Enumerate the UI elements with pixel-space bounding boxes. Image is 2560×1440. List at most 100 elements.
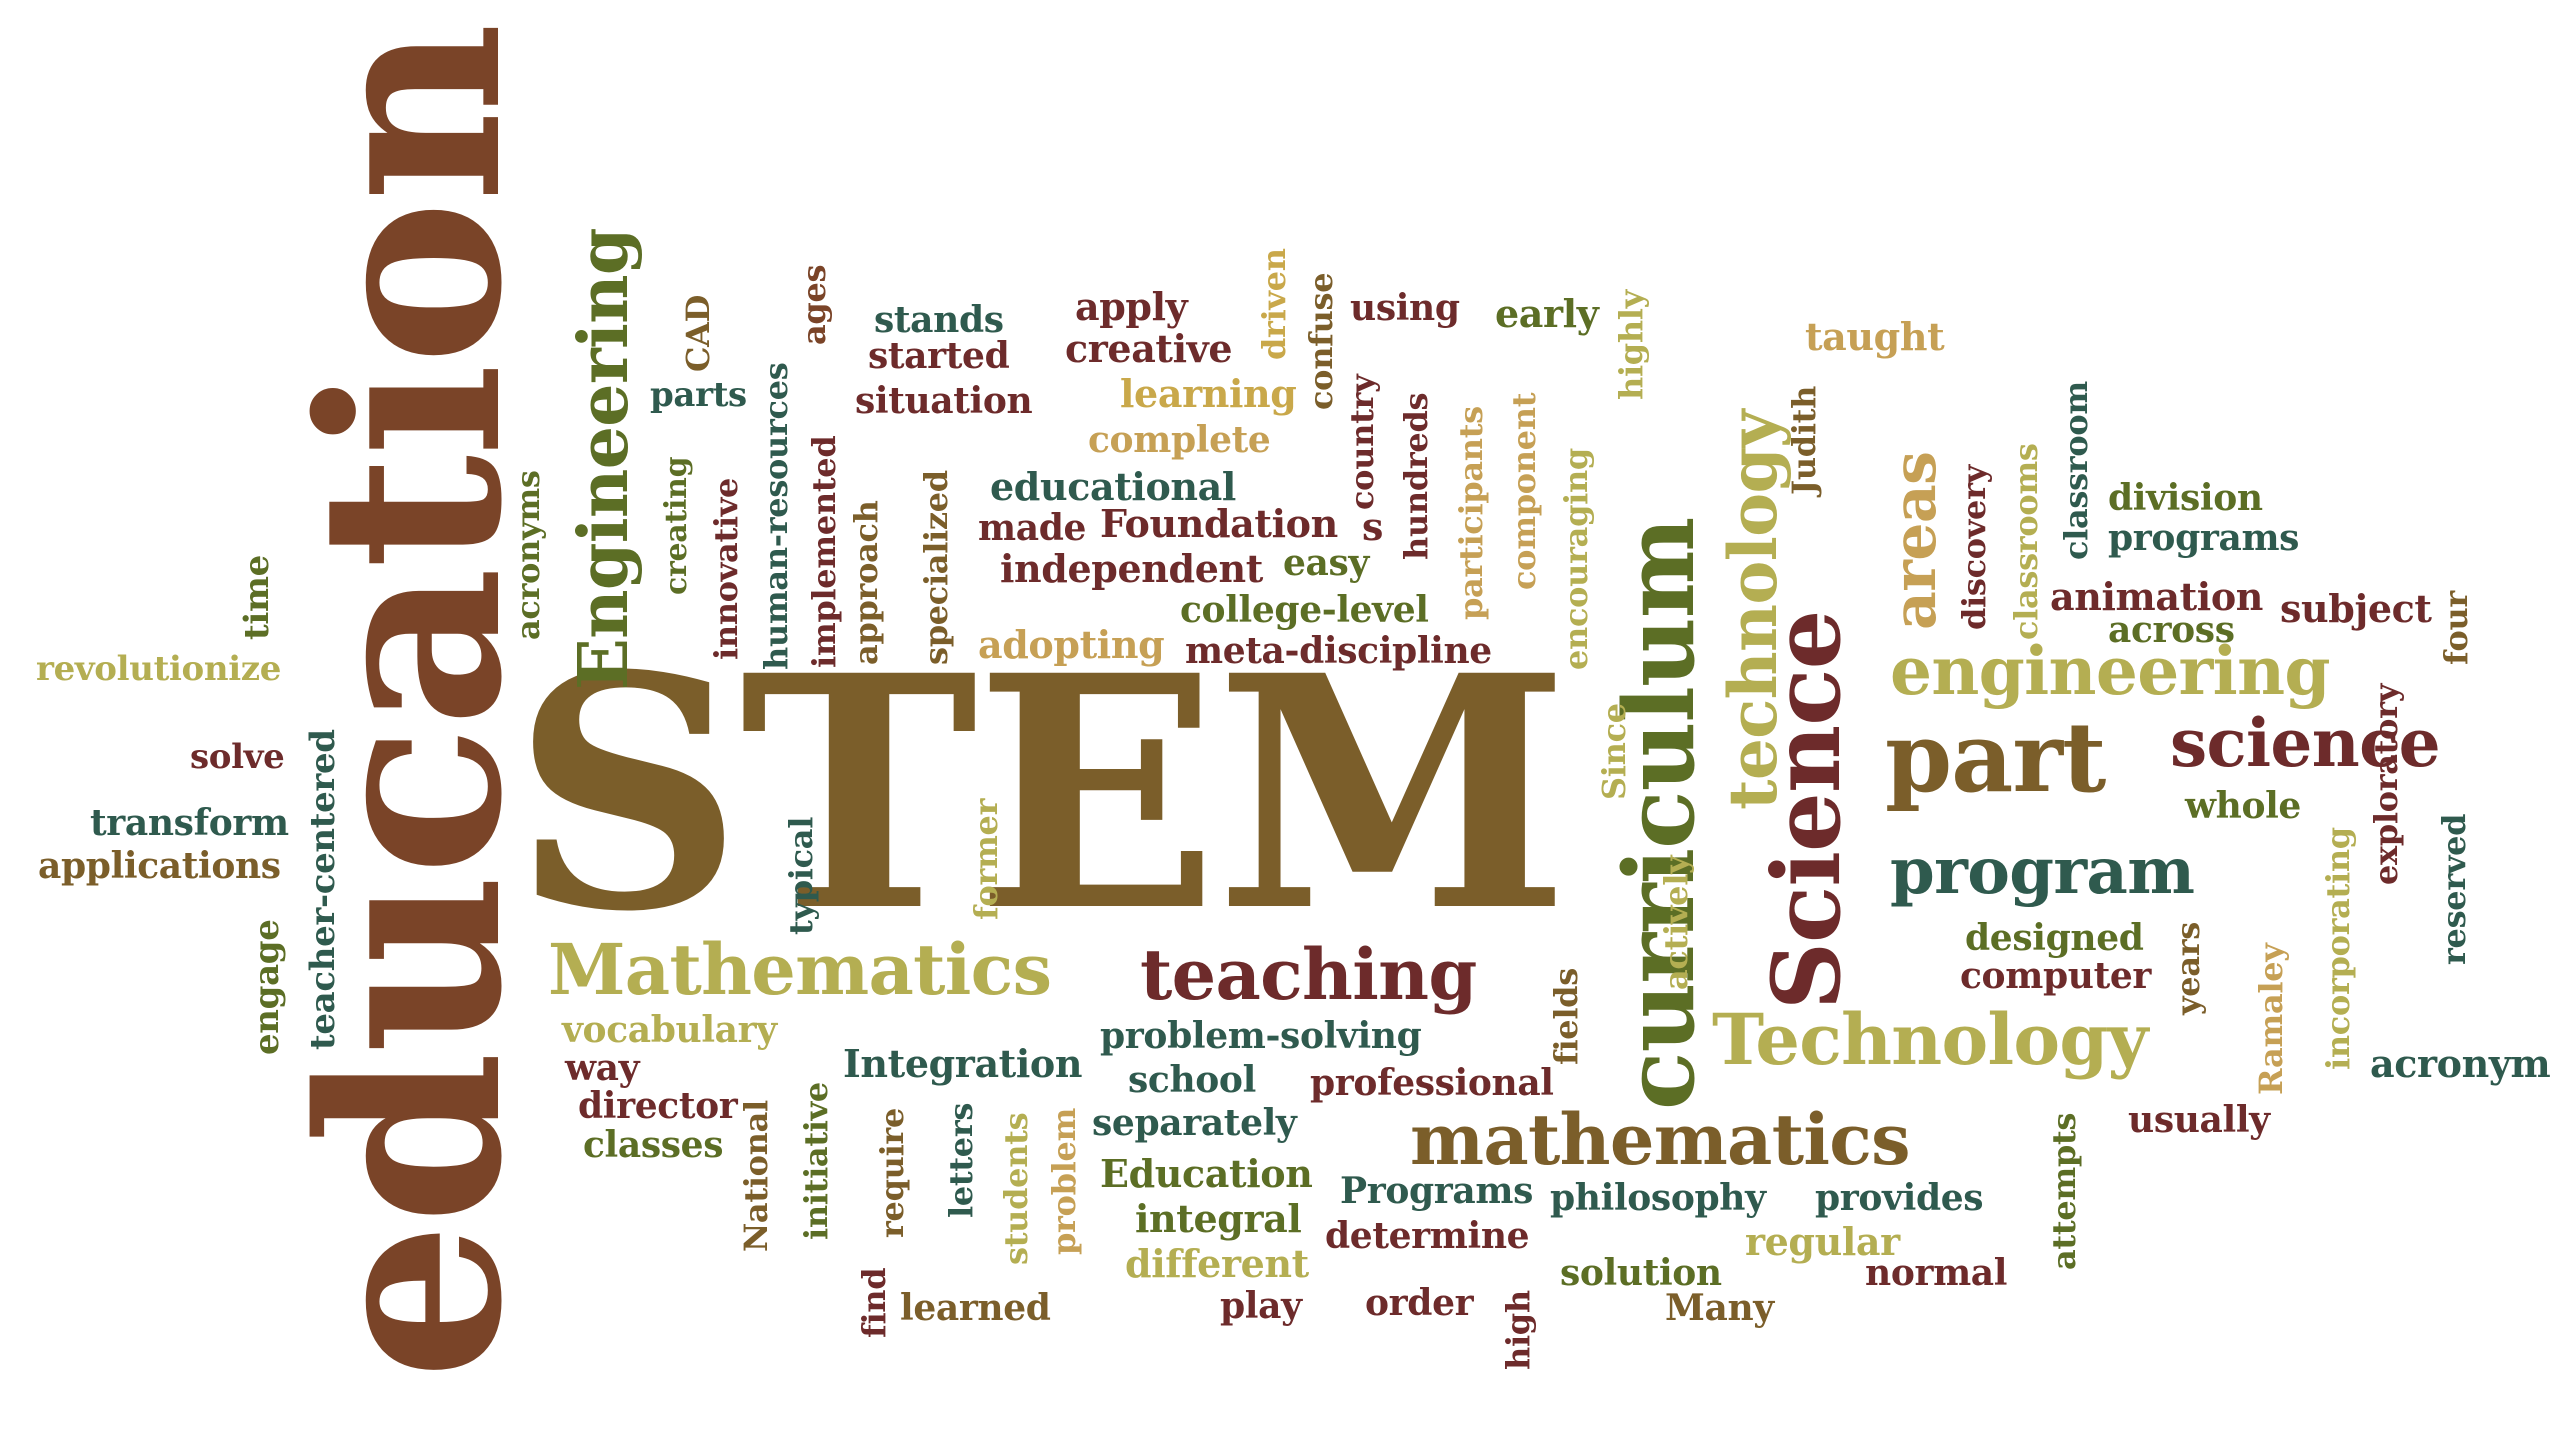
word-teaching: teaching	[1140, 933, 1477, 1016]
word-solution: solution	[1560, 1252, 1722, 1294]
word-regular: regular	[1745, 1219, 1900, 1264]
word-since: Since	[1595, 703, 1633, 800]
word-creating: creating	[659, 456, 694, 595]
word-typical: typical	[782, 816, 820, 935]
word-country: country	[1343, 374, 1381, 510]
word-usually: usually	[2128, 1099, 2270, 1141]
word-find: find	[855, 1267, 893, 1338]
word-four: four	[2437, 591, 2475, 665]
word-normal: normal	[1865, 1252, 2008, 1294]
word-former: former	[967, 798, 1005, 920]
word-determine: determine	[1325, 1215, 1530, 1257]
word-teacher-centered: teacher-centered	[303, 729, 343, 1050]
word-play: play	[1220, 1285, 1302, 1327]
word-confuse: confuse	[1302, 272, 1340, 410]
word-designed: designed	[1965, 917, 2144, 959]
word-science: science	[2170, 704, 2441, 782]
word-separately: separately	[1092, 1102, 1297, 1144]
word-transform: transform	[90, 802, 289, 844]
word-whole: whole	[2185, 785, 2301, 827]
word-way: way	[565, 1047, 640, 1089]
word-apply: apply	[1075, 284, 1188, 329]
word-areas: areas	[1880, 451, 1950, 630]
word-school: school	[1128, 1059, 1256, 1101]
word-stands: stands	[874, 299, 1004, 341]
word-philosophy: philosophy	[1550, 1177, 1766, 1219]
word-independent: independent	[1000, 546, 1263, 591]
word-college-level: college-level	[1180, 589, 1429, 631]
word-innovative: innovative	[707, 477, 745, 660]
word-curriculum: curriculum	[1603, 517, 1716, 1110]
word-complete: complete	[1088, 419, 1271, 461]
word-vocabulary: vocabulary	[562, 1009, 777, 1051]
word-reserved: reserved	[2435, 813, 2473, 965]
word-programs-cap: Programs	[1340, 1170, 1533, 1212]
word-engineering: engineering	[1890, 632, 2331, 710]
word-started: started	[868, 335, 1010, 377]
word-participants: participants	[1452, 406, 1490, 620]
word-high: high	[1499, 1290, 1537, 1370]
word-letters: letters	[942, 1102, 980, 1218]
word-acronyms: acronyms	[509, 470, 547, 640]
word-fields: fields	[1547, 968, 1585, 1065]
word-division: division	[2108, 477, 2263, 519]
word-programs: programs	[2108, 517, 2300, 559]
word-initiative: initiative	[797, 1082, 835, 1240]
word-many: Many	[1665, 1287, 1774, 1329]
word-mathematics-cap: Mathematics	[548, 928, 1052, 1011]
word-discovery: discovery	[1955, 465, 1993, 630]
word-provides: provides	[1815, 1177, 1984, 1219]
word-require: require	[873, 1108, 911, 1238]
word-ramaley: Ramaley	[2252, 943, 2290, 1095]
word-cad: CAD	[679, 294, 717, 372]
word-encouraging: encouraging	[1557, 448, 1595, 670]
word-applications: applications	[38, 845, 281, 887]
word-integration: Integration	[843, 1041, 1083, 1086]
word-solve: solve	[190, 737, 285, 777]
word-time: time	[237, 555, 277, 640]
word-taught: taught	[1805, 314, 1945, 359]
word-incorporating: incorporating	[2319, 827, 2357, 1070]
word-students: students	[997, 1112, 1035, 1265]
word-adopting: adopting	[978, 622, 1165, 667]
word-driven: driven	[1255, 248, 1293, 360]
word-education-cap: Education	[1100, 1151, 1313, 1196]
word-situation: situation	[855, 380, 1033, 422]
word-different: different	[1125, 1241, 1309, 1286]
word-specialized: specialized	[917, 470, 955, 665]
word-engage: engage	[247, 919, 287, 1055]
word-learning: learning	[1120, 371, 1297, 416]
word-human-resources: human-resources	[757, 362, 795, 670]
word-hundreds: hundreds	[1397, 392, 1435, 560]
word-engineering-cap: Engineering	[564, 228, 644, 690]
word-national: National	[737, 1100, 775, 1252]
word-educational: educational	[990, 464, 1236, 509]
word-parts: parts	[650, 375, 747, 415]
word-foundation: Foundation	[1100, 501, 1338, 546]
word-ages: ages	[795, 264, 833, 345]
word-professional: professional	[1310, 1062, 1554, 1104]
word-animation: animation	[2050, 574, 2264, 619]
word-program: program	[1890, 834, 2195, 909]
word-implemented: implemented	[805, 435, 843, 668]
word-order: order	[1365, 1282, 1474, 1324]
word-classrooms: classrooms	[2007, 443, 2045, 640]
word-subject: subject	[2280, 586, 2432, 631]
word-revolutionize: revolutionize	[36, 649, 282, 689]
word-highly: highly	[1612, 290, 1650, 400]
word-made: made	[978, 507, 1087, 549]
word-approach: approach	[847, 500, 885, 665]
word-judith: Judith	[1785, 385, 1823, 495]
word-director: director	[578, 1085, 738, 1127]
word-creative: creative	[1065, 326, 1233, 371]
word-learned: learned	[900, 1287, 1051, 1329]
word-computer: computer	[1960, 955, 2151, 997]
word-part: part	[1885, 701, 2106, 814]
word-meta-discipline: meta-discipline	[1185, 630, 1492, 672]
word-attempts: attempts	[2045, 1112, 2083, 1270]
word-using: using	[1350, 287, 1460, 329]
word-classroom: classroom	[2057, 381, 2095, 560]
word-easy: easy	[1283, 542, 1369, 584]
word-technology-cap: Technology	[1712, 998, 2148, 1081]
